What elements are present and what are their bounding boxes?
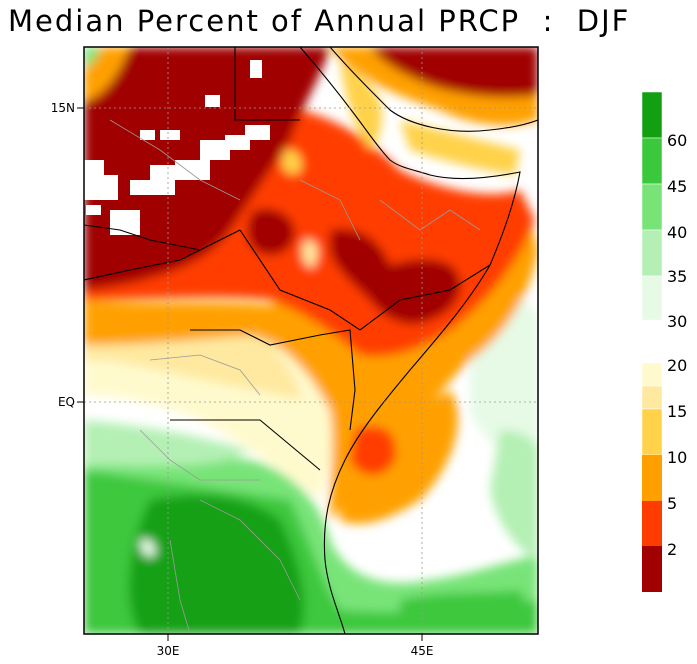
tick-marks xyxy=(77,107,423,641)
colorbar-label-10: 10 xyxy=(667,448,687,467)
colorbar-label-2: 2 xyxy=(667,540,677,559)
colorbar-swatch-60 xyxy=(641,91,663,139)
map-frame xyxy=(83,46,539,635)
colorbar-upper xyxy=(641,91,663,321)
colorbar-label-60: 60 xyxy=(667,131,687,150)
coastlines xyxy=(84,47,538,634)
colorbar-lower xyxy=(641,362,663,592)
grid xyxy=(84,47,538,634)
colorbar-label-30: 30 xyxy=(667,312,687,331)
colorbar-swatch-20 xyxy=(641,362,663,387)
colorbar-label-40: 40 xyxy=(667,223,687,242)
lon-label-30e: 30E xyxy=(157,644,180,658)
colorbar-swatch-2b xyxy=(642,501,662,546)
colorbar-swatch-30 xyxy=(641,275,663,321)
colorbar-swatch-10 xyxy=(641,408,663,456)
colorbar-swatch-0 xyxy=(642,546,662,592)
lon-label-45e: 45E xyxy=(411,644,434,658)
colorbar-label-15: 15 xyxy=(667,402,687,421)
colorbar-label-45: 45 xyxy=(667,177,687,196)
lat-label-eq: EQ xyxy=(58,395,75,409)
admin-borders xyxy=(109,119,481,634)
colorbar-swatch-35 xyxy=(641,229,663,277)
colorbar-label-20: 20 xyxy=(667,356,687,375)
colorbar-swatch-5b xyxy=(642,455,662,501)
colorbar-swatch-15 xyxy=(641,385,663,410)
no-data-mask xyxy=(84,60,270,235)
colorbar-label-35: 35 xyxy=(667,267,687,286)
lat-label-15n: 15N xyxy=(51,101,75,115)
precipitation-field xyxy=(84,47,538,634)
colorbar-swatch-40 xyxy=(641,183,663,231)
colorbar-swatch-45 xyxy=(641,137,663,185)
map-title: Median Percent of Annual PRCP : DJF xyxy=(8,4,631,38)
colorbar-label-5: 5 xyxy=(667,494,677,513)
